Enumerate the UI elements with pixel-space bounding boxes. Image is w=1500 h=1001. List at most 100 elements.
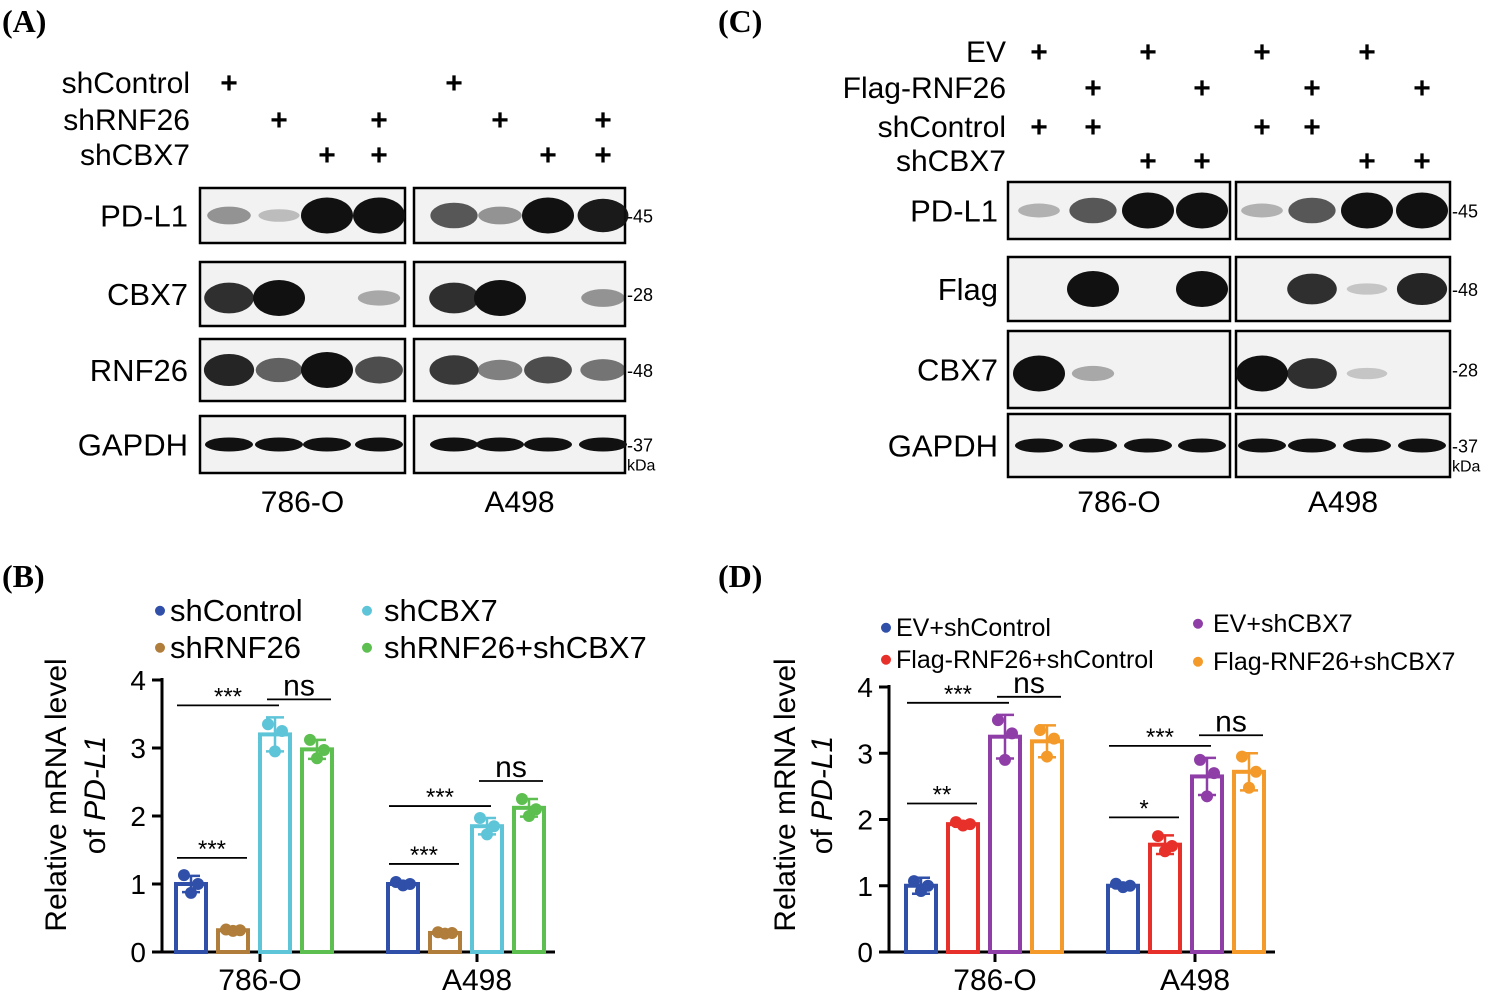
protein-band [577, 198, 629, 233]
molecular-weight-marker: -37 [1452, 437, 1478, 457]
significance-label: ns [495, 751, 527, 784]
y-tick-label: 3 [857, 738, 873, 769]
legend-label: EV+shControl [896, 614, 1051, 642]
y-axis-label-gene: PD-L1 [806, 736, 839, 821]
plus-sign: + [594, 104, 612, 137]
data-point [1048, 732, 1060, 745]
protein-band [474, 280, 526, 316]
protein-band [477, 359, 523, 381]
protein-band [1236, 355, 1288, 392]
bar [1148, 842, 1182, 954]
bar [946, 822, 980, 955]
plus-sign: + [370, 139, 388, 172]
plus-sign: + [318, 139, 336, 172]
bar [258, 732, 292, 955]
protein-label: RNF26 [90, 353, 188, 388]
protein-band [204, 282, 254, 314]
data-point [1041, 750, 1053, 763]
legend-label: Flag-RNF26+shControl [896, 646, 1154, 674]
legend-marker [881, 622, 891, 633]
significance-label: *** [426, 784, 454, 811]
bar-chart-panel-d: EV+shControl Flag-RNF26+shControl EV+shCBX… [769, 610, 1455, 997]
protein-band [255, 437, 303, 452]
data-point [1236, 750, 1248, 763]
cell-line-label: 786-O [1077, 486, 1160, 519]
plus-sign: + [1303, 72, 1321, 105]
data-point [1166, 840, 1178, 852]
protein-label: CBX7 [107, 277, 188, 312]
plus-sign: + [1084, 111, 1102, 144]
y-tick-label: 2 [130, 801, 146, 832]
cell-line-label: A498 [484, 486, 554, 519]
plus-sign: + [1413, 145, 1431, 178]
plus-sign: + [1253, 111, 1271, 144]
x-tick-label: A498 [1160, 964, 1230, 997]
data-point [922, 879, 934, 892]
protein-band [301, 352, 353, 388]
data-point [185, 886, 197, 899]
protein-band [429, 282, 479, 314]
data-point [530, 803, 542, 816]
data-point [992, 714, 1004, 727]
molecular-weight-marker: -28 [1452, 361, 1478, 381]
condition-label: shControl [62, 67, 190, 100]
plus-sign: + [1139, 145, 1157, 178]
y-tick-label: 1 [857, 871, 873, 902]
y-tick-label: 0 [130, 937, 146, 968]
significance-label: *** [214, 683, 242, 710]
bar [512, 805, 546, 955]
protein-label: GAPDH [888, 429, 998, 464]
protein-band [1343, 438, 1391, 453]
plus-sign: + [1193, 72, 1211, 105]
legend-label: shRNF26+shCBX7 [384, 630, 647, 665]
plus-sign: + [370, 104, 388, 137]
data-point [1250, 765, 1262, 778]
significance-label: *** [944, 681, 972, 708]
plus-sign: + [1084, 72, 1102, 105]
condition-label: shCBX7 [80, 139, 190, 172]
protein-band [524, 437, 572, 452]
y-tick-label: 2 [857, 805, 873, 836]
data-point [304, 733, 316, 746]
protein-band [1015, 438, 1063, 453]
protein-band [355, 356, 403, 384]
significance-label: * [1139, 795, 1148, 822]
y-tick-label: 3 [130, 733, 146, 764]
protein-band [580, 359, 626, 381]
significance-label: *** [198, 836, 226, 863]
protein-band [429, 355, 479, 385]
western-blot-panel-a: shControl + +shRNF26 + + + +shCBX7 + + + +PD-L1 -45… [62, 67, 656, 519]
y-tick-label: 1 [130, 869, 146, 900]
molecular-weight-marker: -37 [627, 436, 653, 456]
protein-band [522, 197, 574, 234]
plus-sign: + [1030, 111, 1048, 144]
data-point [404, 878, 416, 890]
panel-label-d: (D) [718, 558, 762, 594]
protein-band [1122, 192, 1174, 229]
bar [1190, 774, 1224, 954]
protein-band [430, 437, 478, 452]
data-point [999, 753, 1011, 766]
plus-sign: + [1253, 36, 1271, 69]
protein-band [1396, 272, 1448, 306]
plus-sign: + [1193, 145, 1211, 178]
significance-label: ** [933, 781, 952, 808]
data-point [1034, 724, 1046, 737]
protein-band [207, 206, 251, 225]
plus-sign: + [220, 67, 238, 100]
y-axis-label-line1: Relative mRNA level [40, 658, 73, 931]
protein-band [1341, 192, 1393, 229]
bar [1030, 739, 1064, 955]
legend-label: Flag-RNF26+shCBX7 [1213, 648, 1455, 676]
bar [1106, 883, 1140, 954]
plus-sign: + [594, 139, 612, 172]
protein-band [1176, 192, 1228, 229]
protein-band [1067, 271, 1119, 307]
legend-marker [155, 605, 165, 616]
plus-sign: + [1139, 36, 1157, 69]
protein-band [1346, 283, 1388, 295]
data-point [446, 926, 458, 939]
plus-sign: + [1358, 36, 1376, 69]
protein-label: Flag [938, 272, 998, 307]
legend-label: shCBX7 [384, 593, 498, 628]
